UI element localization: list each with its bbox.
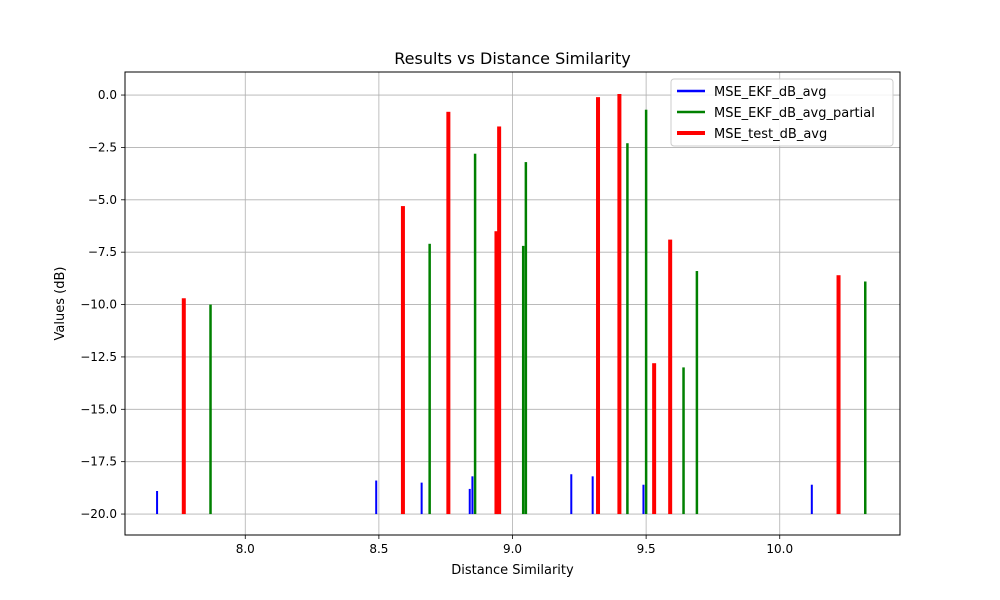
y-tick-label: −7.5 xyxy=(88,245,117,259)
y-tick-label: −20.0 xyxy=(80,507,117,521)
bar-ekf-partial xyxy=(626,143,629,515)
legend: MSE_EKF_dB_avg MSE_EKF_dB_avg_partial MS… xyxy=(670,78,894,147)
bar-ekf-partial xyxy=(864,281,867,515)
bar-test xyxy=(836,275,841,515)
bar-ekf-partial xyxy=(428,243,431,515)
bar-test xyxy=(668,239,673,515)
bar-test xyxy=(446,111,451,515)
y-tick-label: −10.0 xyxy=(80,298,117,312)
bar-ekf xyxy=(591,476,594,515)
bar-test xyxy=(494,231,499,515)
bar-ekf-partial xyxy=(473,153,477,515)
bar-ekf xyxy=(642,484,645,515)
bars xyxy=(156,93,867,515)
axis-ticks: 8.0 8.5 9.0 9.5 10.0 0.0 −2.5 −5.0 −7.5 −10.0 −12.… xyxy=(80,88,793,556)
bar-ekf xyxy=(468,488,471,515)
legend-label-ekf: MSE_EKF_dB_avg xyxy=(714,85,826,100)
x-tick-label: 8.0 xyxy=(236,542,255,556)
bar-ekf-partial xyxy=(209,304,212,515)
y-tick-label: −12.5 xyxy=(80,350,117,364)
y-tick-label: −5.0 xyxy=(88,193,117,207)
bar-test xyxy=(181,298,186,515)
bar-test xyxy=(652,363,657,515)
bar-ekf-partial xyxy=(524,162,528,515)
y-tick-label: −2.5 xyxy=(88,140,117,154)
x-tick-label: 10.0 xyxy=(766,542,793,556)
y-tick-label: −15.0 xyxy=(80,402,117,416)
y-axis-label: Values (dB) xyxy=(53,267,68,341)
bar-ekf-partial xyxy=(695,271,699,515)
bar-ekf xyxy=(810,484,813,515)
grid xyxy=(125,72,900,535)
y-tick-label: 0.0 xyxy=(98,88,117,102)
bar-ekf xyxy=(471,476,474,515)
bar-test xyxy=(596,97,601,515)
bar-ekf-partial xyxy=(682,367,685,515)
x-tick-label: 8.5 xyxy=(369,542,388,556)
x-tick-label: 9.0 xyxy=(503,542,522,556)
legend-label-ekf-partial: MSE_EKF_dB_avg_partial xyxy=(714,106,875,121)
x-tick-label: 9.5 xyxy=(637,542,656,556)
bar-test xyxy=(497,126,502,515)
legend-box xyxy=(670,78,894,147)
bar-ekf-partial xyxy=(521,245,525,515)
bar-ekf xyxy=(156,491,159,515)
x-axis-label: Distance Similarity xyxy=(451,563,574,578)
y-tick-label: −17.5 xyxy=(80,455,117,469)
legend-label-test: MSE_test_dB_avg xyxy=(714,127,827,142)
chart-title: Results vs Distance Similarity xyxy=(394,49,630,68)
bar-ekf-partial xyxy=(644,109,648,515)
bar-ekf xyxy=(420,482,423,515)
bar-ekf xyxy=(375,480,378,515)
bar-ekf xyxy=(570,474,573,515)
bar-test xyxy=(400,206,405,515)
bar-test xyxy=(617,93,622,515)
